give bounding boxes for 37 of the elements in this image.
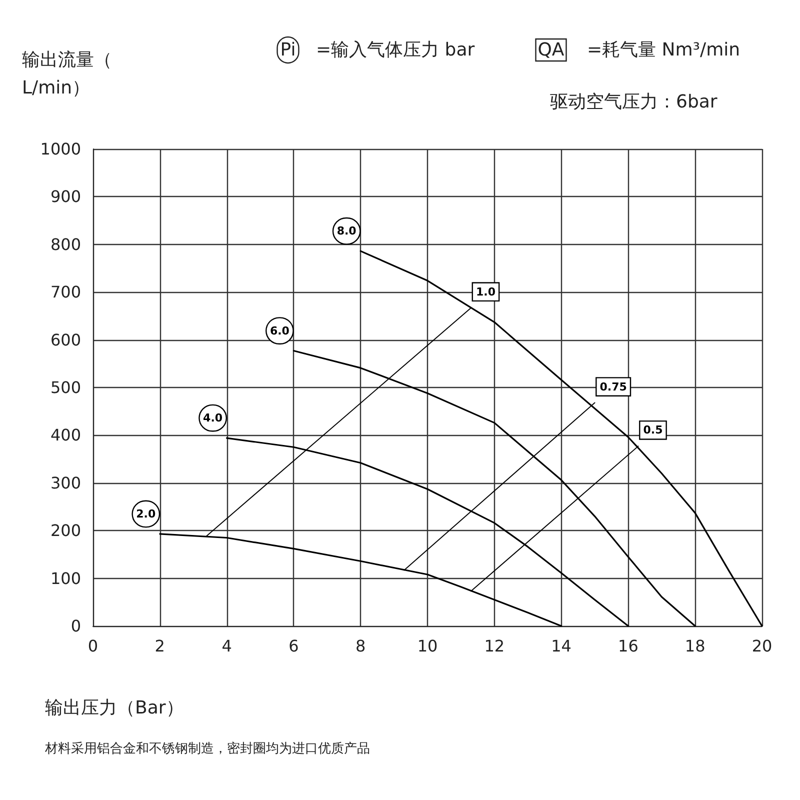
text: QA (538, 40, 565, 60)
x-tick-label: 8 (356, 636, 366, 656)
text: =耗气量 Nm³/min (587, 40, 740, 60)
text: 驱动空气压力：6bar (550, 92, 718, 112)
y-tick-label: 200 (50, 521, 81, 540)
text: =输入气体压力 bar (316, 40, 476, 60)
text: Pi (280, 40, 296, 60)
y-tick-label: 300 (50, 473, 81, 492)
series-label: 0.75 (600, 380, 627, 394)
series-label: 8.0 (336, 224, 357, 238)
y-tick-label: 600 (50, 330, 81, 350)
x-tick-label: 0 (88, 636, 98, 656)
x-tick-label: 14 (551, 636, 572, 656)
y-tick-label: 900 (50, 187, 81, 206)
x-tick-label: 20 (752, 636, 772, 656)
x-tick-label: 4 (222, 636, 232, 656)
y-tick-label: 700 (50, 282, 81, 302)
y-tick-label: 100 (50, 568, 81, 588)
x-tick-label: 16 (618, 636, 638, 656)
y-tick-label: 400 (50, 426, 81, 445)
series-label: 4.0 (203, 412, 223, 425)
y-axis-title: 输出流量（L/min） (22, 50, 112, 98)
y-tick-label: 0 (70, 616, 81, 636)
y-tick-label: 1000 (40, 140, 81, 158)
x-tick-label: 12 (484, 636, 505, 656)
series-label: 0.5 (643, 424, 663, 437)
y-tick-label: 800 (50, 234, 81, 254)
x-tick-label: 2 (154, 636, 165, 656)
y-tick-label: 500 (50, 378, 81, 397)
text: 材料采用铝合金和不锈钢制造，密封圈均为进口优质产品 (44, 742, 370, 756)
series-label: 6.0 (270, 324, 290, 338)
x-tick-label: 10 (417, 636, 438, 656)
series-label: 2.0 (136, 507, 156, 520)
x-tick-label: 6 (288, 636, 299, 656)
series-label: 1.0 (476, 285, 496, 298)
x-axis-title: 输出压力（Bar） (45, 698, 184, 718)
x-tick-label: 18 (684, 636, 706, 656)
